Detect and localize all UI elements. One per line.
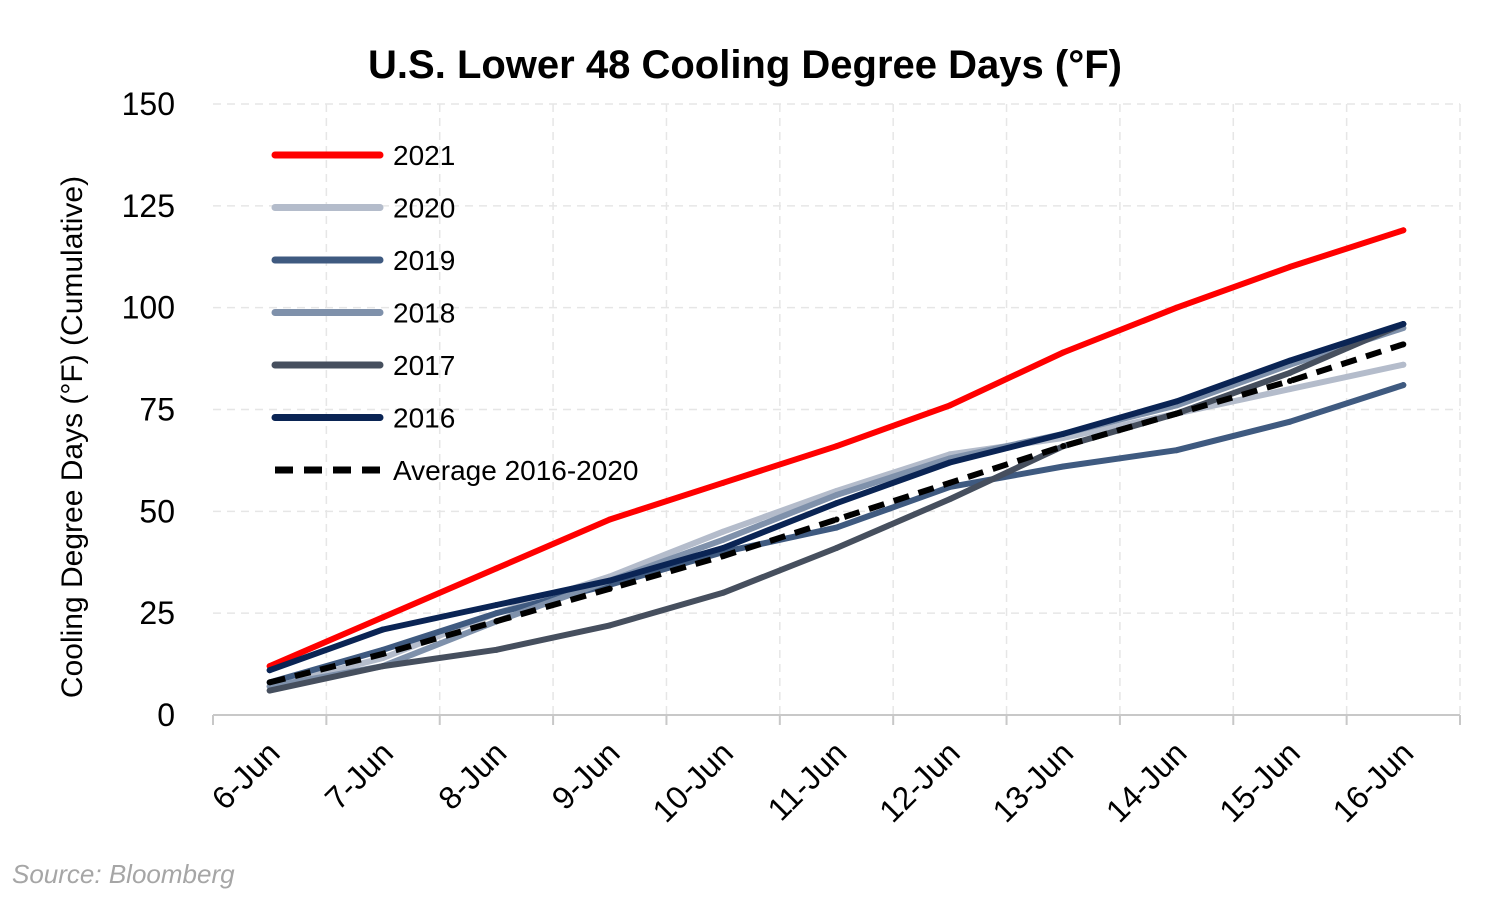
- y-tick-label: 25: [139, 595, 175, 631]
- source-note: Source: Bloomberg: [12, 859, 235, 889]
- legend-label: 2016: [393, 403, 455, 434]
- x-tick-label: 8-Jun: [431, 734, 513, 816]
- data-point: [720, 536, 727, 543]
- data-point: [833, 524, 840, 531]
- data-point: [266, 667, 273, 674]
- data-point: [380, 663, 387, 670]
- data-point: [720, 528, 727, 535]
- legend: 2021 2020 2019 2018 2017 2016 Average 2016-202…: [271, 140, 638, 486]
- data-point: [833, 443, 840, 450]
- data-point: [266, 679, 273, 686]
- y-tick-label: 50: [139, 493, 175, 529]
- data-point: [606, 585, 613, 592]
- data-point: [1400, 382, 1407, 389]
- chart-title: U.S. Lower 48 Cooling Degree Days (°F): [368, 43, 1122, 87]
- legend-label: 2021: [393, 140, 455, 171]
- y-tick-label: 125: [122, 188, 175, 224]
- data-point: [1286, 377, 1293, 384]
- x-tick-labels: 6-Jun 7-Jun 8-Jun 9-Jun 10-Jun 11-Jun 12-Jun 13…: [205, 734, 1421, 829]
- data-point: [493, 565, 500, 572]
- data-point: [1286, 263, 1293, 270]
- legend-label: 2019: [393, 245, 455, 276]
- data-point: [493, 610, 500, 617]
- x-tick-label: 14-Jun: [1099, 734, 1194, 829]
- y-tick-labels: 0 25 50 75 100 125 150: [122, 86, 175, 733]
- data-point: [1060, 443, 1067, 450]
- data-point: [1060, 349, 1067, 356]
- x-tick-label: 9-Jun: [545, 734, 627, 816]
- data-point: [720, 479, 727, 486]
- data-point: [1060, 463, 1067, 470]
- data-point: [1286, 386, 1293, 393]
- data-point: [493, 602, 500, 609]
- x-tick-label: 16-Jun: [1326, 734, 1421, 829]
- data-point: [946, 402, 953, 409]
- data-point: [1173, 398, 1180, 405]
- data-point: [380, 650, 387, 657]
- y-axis-label: Cooling Degree Days (°F) (Cumulative): [56, 176, 89, 698]
- data-point: [606, 622, 613, 629]
- legend-label: Average 2016-2020: [393, 455, 638, 486]
- x-tick-label: 7-Jun: [318, 734, 400, 816]
- data-point: [1060, 430, 1067, 437]
- data-point: [833, 516, 840, 523]
- data-point: [1286, 369, 1293, 376]
- y-tick-label: 100: [122, 290, 175, 326]
- x-tick-label: 13-Jun: [986, 734, 1081, 829]
- data-point: [1286, 418, 1293, 425]
- data-point: [833, 544, 840, 551]
- data-point: [1400, 320, 1407, 327]
- legend-label: 2018: [393, 298, 455, 329]
- legend-label: 2017: [393, 350, 455, 381]
- gridlines: [213, 103, 1461, 715]
- data-point: [946, 479, 953, 486]
- data-point: [1173, 410, 1180, 417]
- data-point: [1173, 447, 1180, 454]
- data-point: [493, 618, 500, 625]
- data-point: [493, 646, 500, 653]
- data-point: [946, 459, 953, 466]
- data-point: [1400, 361, 1407, 368]
- axes: [212, 714, 1461, 725]
- x-tick-label: 12-Jun: [872, 734, 967, 829]
- x-tick-label: 10-Jun: [645, 734, 740, 829]
- data-point: [1400, 227, 1407, 234]
- data-point: [720, 544, 727, 551]
- data-point: [833, 492, 840, 499]
- data-point: [1286, 357, 1293, 364]
- data-point: [946, 496, 953, 503]
- data-point: [720, 589, 727, 596]
- legend-label: 2020: [393, 193, 455, 224]
- y-tick-label: 75: [139, 392, 175, 428]
- data-point: [720, 553, 727, 560]
- x-tick-label: 11-Jun: [760, 734, 853, 827]
- data-point: [1400, 341, 1407, 348]
- x-tick-label: 15-Jun: [1212, 734, 1307, 829]
- y-tick-label: 150: [122, 86, 175, 122]
- data-point: [833, 500, 840, 507]
- series-line-average-2016-2020: [268, 341, 1405, 686]
- data-point: [1173, 304, 1180, 311]
- data-point: [380, 626, 387, 633]
- data-point: [380, 614, 387, 621]
- data-point: [606, 577, 613, 584]
- x-tick-label: 6-Jun: [205, 734, 287, 816]
- data-point: [266, 687, 273, 694]
- data-point: [606, 516, 613, 523]
- series-lines: [266, 227, 1407, 694]
- y-tick-label: 0: [157, 697, 175, 733]
